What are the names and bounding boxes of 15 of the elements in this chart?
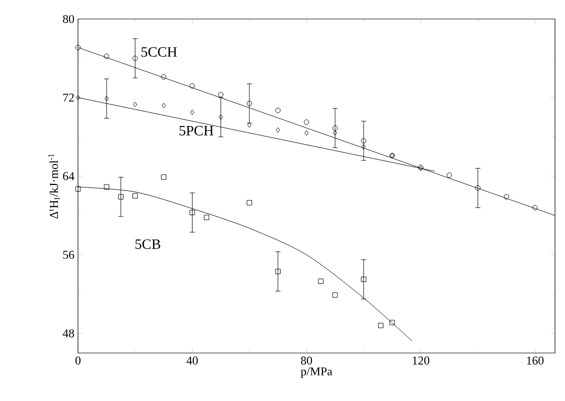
y-tick-label: 48 bbox=[62, 329, 74, 338]
x-tick-label: 80 bbox=[300, 356, 312, 365]
x-tick-label: 0 bbox=[75, 356, 81, 365]
y-axis-title: Δ$^{t}$H$_{I}$/kJ·mol$^{-1}$ bbox=[48, 154, 60, 218]
y-tick-label: 80 bbox=[62, 14, 74, 24]
x-tick-label: 160 bbox=[527, 356, 544, 365]
y-tick-label: 64 bbox=[63, 172, 74, 180]
series-label: 5CCH bbox=[141, 47, 177, 57]
y-tick-label: 72 bbox=[63, 94, 74, 102]
x-axis-title: p/MPa bbox=[300, 367, 332, 378]
series-label: 5PCH bbox=[180, 126, 214, 136]
text: 5CB bbox=[135, 239, 160, 249]
x-tick-label: 40 bbox=[186, 356, 198, 365]
x-tick-label: 120 bbox=[412, 356, 430, 365]
y-tick-label: 56 bbox=[63, 250, 74, 259]
